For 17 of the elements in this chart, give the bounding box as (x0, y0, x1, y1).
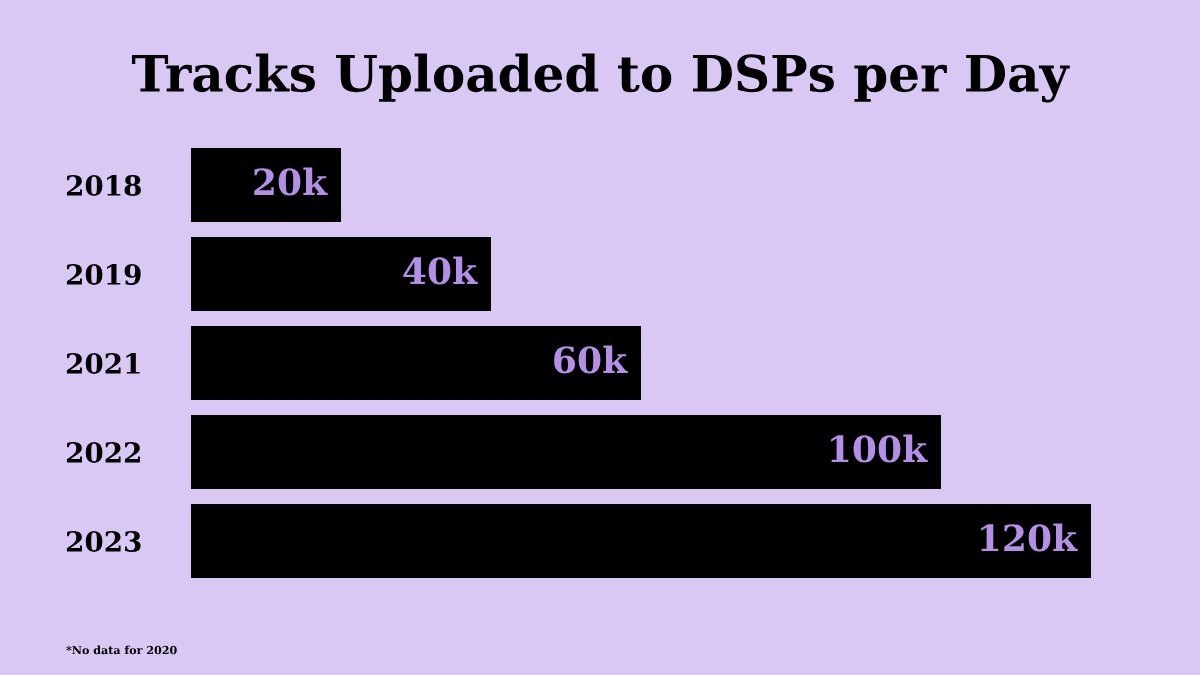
y-tick-label: 2021 (66, 352, 140, 374)
data-label: 60k (554, 345, 628, 374)
y-tick-label: 2018 (66, 174, 141, 196)
data-label: 100k (831, 434, 928, 463)
bar (191, 415, 941, 489)
bar (191, 504, 1091, 578)
text: *No data for 2020 (66, 645, 177, 655)
bar (191, 237, 491, 311)
y-tick-label: 2023 (66, 530, 141, 552)
y-tick-label: 2019 (66, 263, 141, 285)
bar (191, 326, 641, 400)
y-tick-label: 2022 (66, 441, 140, 463)
data-label: 120k (981, 523, 1078, 552)
bar (191, 148, 341, 222)
data-label: 40k (403, 256, 478, 285)
data-label: 20k (254, 167, 328, 196)
chart-title: Tracks Uploaded to DSPs per Day (131, 53, 1070, 103)
